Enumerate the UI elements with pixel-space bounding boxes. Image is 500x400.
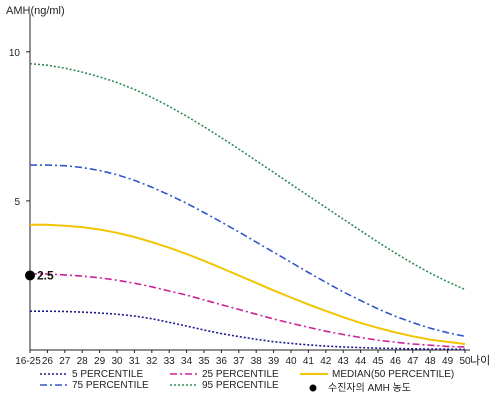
series-line (30, 310, 466, 351)
x-tick-label: 47 (407, 356, 419, 367)
legend: 5 PERCENTILE 25 PERCENTILE MEDIAN(50 PERCE… (40, 369, 454, 394)
x-tick-label: 27 (59, 356, 71, 367)
y-tick-label: 5 (14, 197, 20, 208)
x-tick-label: 48 (425, 356, 437, 367)
x-axis-title: 나이 (470, 354, 490, 367)
series-lines (29, 62, 466, 351)
patient-amh-point (25, 270, 35, 281)
x-tick-label: 42 (320, 356, 332, 367)
patient-amh-value-label: 2.5 (37, 268, 54, 282)
patient-marker: 2.5 (25, 268, 54, 282)
x-tick-label: 35 (198, 356, 210, 367)
x-tick-label: 16-25 (15, 356, 41, 367)
x-tick-label: 32 (146, 356, 158, 367)
x-tick-label: 28 (77, 356, 89, 367)
x-tick-label: 30 (111, 356, 123, 367)
x-tick-label: 40 (285, 356, 297, 367)
y-tick-label: 10 (9, 48, 21, 59)
axes (29, 14, 470, 351)
x-tick-label: 26 (42, 356, 54, 367)
legend-label: 25 PERCENTILE (202, 369, 279, 380)
legend-label: MEDIAN(50 PERCENTILE) (332, 369, 454, 380)
x-tick-label: 36 (216, 356, 228, 367)
x-axis-ticks: 16-25 26 27 28 29 30 31 32 33 34 35 36 37 38 39 40 41 42 4… (15, 350, 471, 367)
legend-label: 95 PERCENTILE (202, 380, 279, 391)
x-tick-label: 31 (129, 356, 141, 367)
x-tick-label: 49 (442, 356, 454, 367)
x-tick-label: 50 (459, 356, 471, 367)
x-tick-label: 45 (372, 356, 384, 367)
x-tick-label: 44 (355, 356, 367, 367)
y-axis-title: AMH(ng/ml) (6, 5, 65, 17)
x-tick-label: 33 (164, 356, 176, 367)
x-tick-label: 46 (390, 356, 402, 367)
series-line (29, 62, 466, 291)
legend-label: 5 PERCENTILE (72, 369, 143, 380)
x-tick-label: 29 (94, 356, 106, 367)
series-line (30, 223, 466, 345)
legend-label: 75 PERCENTILE (72, 380, 149, 391)
x-tick-label: 38 (251, 356, 263, 367)
x-tick-label: 37 (233, 356, 245, 367)
legend-marker-swatch (309, 384, 317, 392)
x-tick-label: 34 (181, 356, 193, 367)
y-axis-ticks: 5 10 (9, 48, 30, 208)
x-tick-label: 43 (338, 356, 350, 367)
series-line (30, 273, 466, 348)
legend-label: 수진자의 AMH 농도 (328, 382, 411, 394)
x-tick-label: 39 (268, 356, 280, 367)
x-tick-label: 41 (303, 356, 315, 367)
series-line (30, 164, 466, 338)
